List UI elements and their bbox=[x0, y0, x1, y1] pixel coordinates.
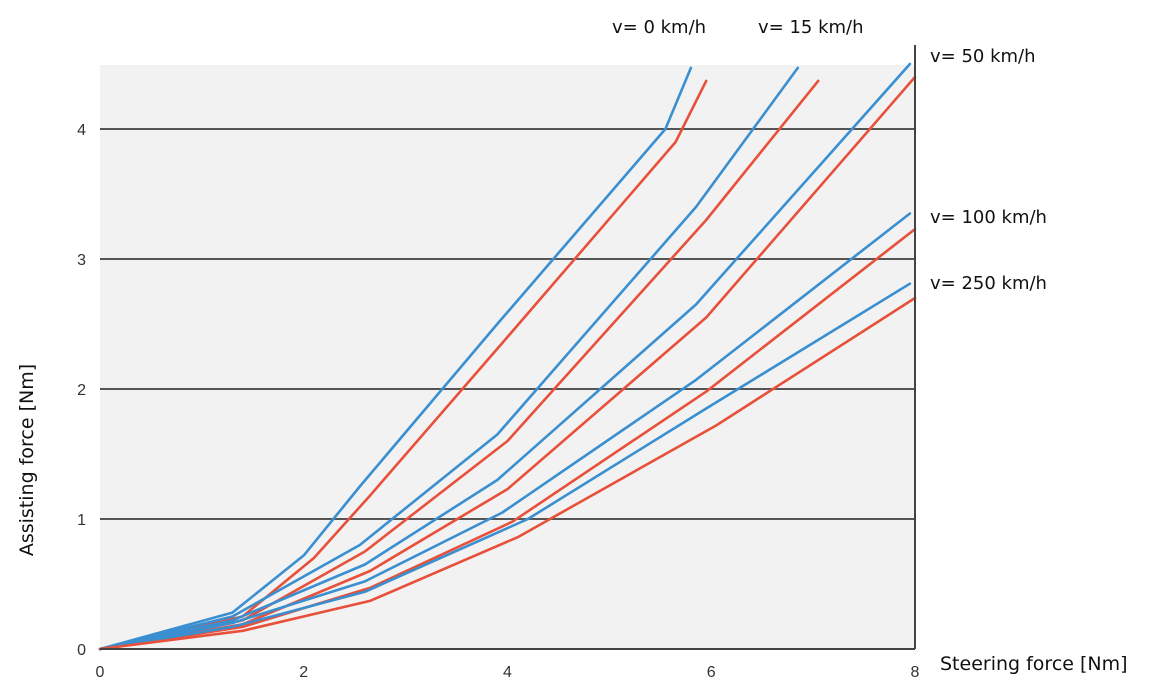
y-axis-label: Assisting force [Nm] bbox=[16, 364, 38, 556]
series-line-8 bbox=[98, 227, 917, 651]
x-tick-label: 8 bbox=[911, 664, 920, 681]
y-tick-label: 0 bbox=[77, 642, 86, 659]
tick-labels: 0 2 4 6 8 0 1 2 3 4 bbox=[77, 122, 919, 681]
axes bbox=[100, 45, 916, 650]
x-axis-label: Steering force [Nm] bbox=[940, 653, 1128, 675]
plot-background bbox=[100, 65, 915, 649]
x-tick-label: 0 bbox=[96, 664, 105, 681]
y-tick-label: 2 bbox=[77, 382, 86, 399]
series-line-7 bbox=[98, 212, 912, 651]
speed-label-100: v= 100 km/h bbox=[930, 207, 1047, 228]
series-line-5 bbox=[98, 62, 912, 651]
series-line-3 bbox=[98, 66, 800, 651]
y-tick-label: 4 bbox=[77, 122, 86, 139]
series-line-1 bbox=[98, 66, 693, 651]
y-tick-label: 1 bbox=[77, 512, 86, 529]
x-tick-label: 4 bbox=[503, 664, 512, 681]
series-line-9 bbox=[98, 282, 912, 651]
series-lines bbox=[98, 62, 917, 651]
x-tick-label: 2 bbox=[299, 664, 308, 681]
series-line-10 bbox=[98, 296, 917, 651]
speed-label-50: v= 50 km/h bbox=[930, 46, 1036, 67]
speed-label-0: v= 0 km/h bbox=[612, 17, 706, 38]
speed-label-15: v= 15 km/h bbox=[758, 17, 864, 38]
speed-label-250: v= 250 km/h bbox=[930, 273, 1047, 294]
x-tick-label: 6 bbox=[707, 664, 716, 681]
y-tick-label: 3 bbox=[77, 252, 86, 269]
